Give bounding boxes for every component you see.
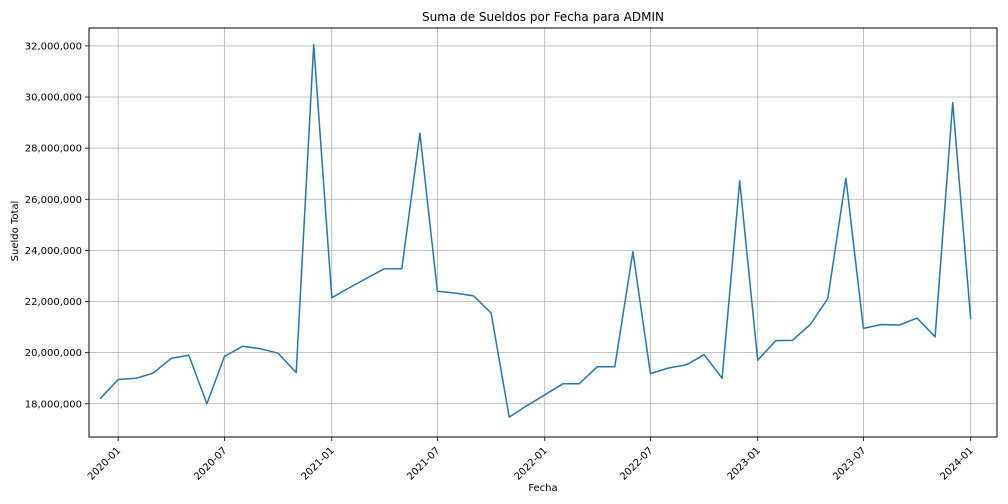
data-point bbox=[417, 131, 422, 136]
data-point bbox=[489, 311, 494, 316]
data-point bbox=[169, 356, 174, 361]
data-point bbox=[453, 291, 458, 296]
data-point bbox=[399, 266, 404, 271]
data-point bbox=[560, 381, 565, 386]
data-point bbox=[648, 371, 653, 376]
data-point bbox=[755, 358, 760, 363]
data-point bbox=[258, 346, 263, 351]
data-point bbox=[897, 323, 902, 328]
data-point bbox=[915, 316, 920, 321]
data-point bbox=[134, 376, 139, 381]
data-point bbox=[294, 370, 299, 375]
y-tick-label: 26,000,000 bbox=[25, 195, 82, 206]
data-point bbox=[612, 364, 617, 369]
data-point bbox=[276, 351, 281, 356]
data-point bbox=[861, 326, 866, 331]
data-point bbox=[204, 401, 209, 406]
y-tick-label: 22,000,000 bbox=[25, 297, 82, 308]
data-point bbox=[524, 403, 529, 408]
data-point bbox=[98, 396, 103, 401]
data-point bbox=[630, 249, 635, 254]
y-tick-label: 18,000,000 bbox=[25, 399, 82, 410]
data-point bbox=[186, 353, 191, 358]
data-point bbox=[222, 354, 227, 359]
data-point bbox=[825, 296, 830, 301]
data-point bbox=[843, 176, 848, 181]
data-point bbox=[968, 317, 973, 322]
series-layer bbox=[98, 42, 973, 420]
data-point bbox=[311, 42, 316, 47]
data-point bbox=[240, 344, 245, 349]
data-point bbox=[933, 334, 938, 339]
y-axis-ticks: 18,000,000 20,000,000 22,000,000 24,000,000… bbox=[25, 41, 89, 410]
data-point bbox=[471, 293, 476, 298]
y-tick-label: 28,000,000 bbox=[25, 144, 82, 155]
y-tick-label: 30,000,000 bbox=[25, 93, 82, 104]
y-tick-label: 20,000,000 bbox=[25, 348, 82, 359]
data-point bbox=[577, 381, 582, 386]
data-point bbox=[364, 276, 369, 281]
y-tick-label: 32,000,000 bbox=[25, 41, 82, 52]
data-point bbox=[702, 352, 707, 357]
data-point bbox=[382, 266, 387, 271]
data-point bbox=[720, 376, 725, 381]
data-point bbox=[773, 338, 778, 343]
data-point bbox=[116, 377, 121, 382]
data-point bbox=[684, 362, 689, 367]
data-point bbox=[329, 295, 334, 300]
data-point bbox=[435, 289, 440, 294]
data-point bbox=[666, 365, 671, 370]
grid-lines bbox=[89, 28, 997, 437]
x-axis-title: Fecha bbox=[528, 483, 557, 494]
data-point bbox=[737, 178, 742, 183]
data-point bbox=[595, 364, 600, 369]
y-axis-title: Sueldo Total bbox=[10, 201, 21, 262]
data-point bbox=[879, 322, 884, 327]
plot-frame bbox=[88, 27, 998, 438]
data-point bbox=[790, 338, 795, 343]
data-point bbox=[507, 415, 512, 420]
y-tick-label: 24,000,000 bbox=[25, 246, 82, 257]
chart-title: Suma de Sueldos por Fecha para ADMIN bbox=[422, 10, 664, 24]
series-line bbox=[99, 43, 972, 418]
data-point bbox=[950, 100, 955, 105]
data-point bbox=[808, 322, 813, 327]
data-point bbox=[151, 371, 156, 376]
data-point bbox=[542, 392, 547, 397]
data-point bbox=[347, 285, 352, 290]
